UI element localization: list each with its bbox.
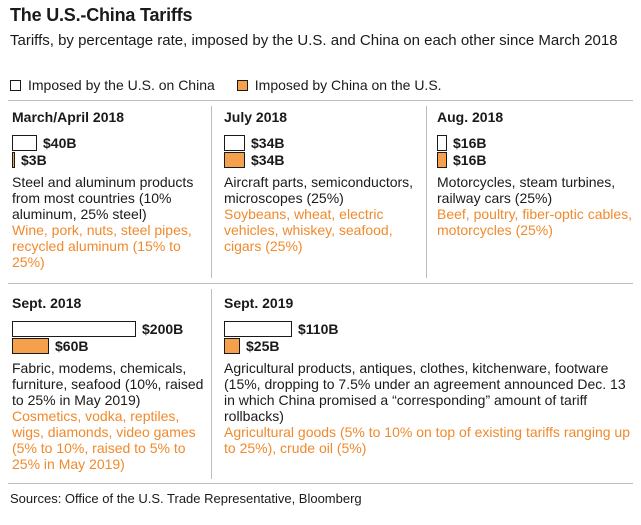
source-note: Sources: Office of the U.S. Trade Repres… bbox=[10, 491, 362, 506]
bar-label-us: $110B bbox=[298, 320, 339, 337]
legend-label-us: Imposed by the U.S. on China bbox=[28, 77, 215, 93]
legend: Imposed by the U.S. on China Imposed by … bbox=[10, 77, 464, 93]
divider-vertical-2 bbox=[426, 106, 427, 278]
legend-swatch-china bbox=[236, 79, 248, 91]
china-tariff-description: Agricultural goods (5% to 10% on top of … bbox=[224, 424, 630, 456]
bar-china bbox=[12, 151, 15, 168]
divider-bottom bbox=[8, 483, 633, 484]
divider-middle bbox=[8, 283, 633, 284]
chart-subtitle: Tariffs, by percentage rate, imposed by … bbox=[10, 32, 618, 49]
bar-label-us: $16B bbox=[453, 134, 487, 151]
bar-label-china: $25B bbox=[246, 337, 280, 354]
panel-bars: $40B $3B bbox=[12, 134, 208, 168]
panel-date: March/April 2018 bbox=[12, 109, 125, 125]
bar-label-china: $60B bbox=[55, 337, 89, 354]
bar-label-china: $3B bbox=[21, 151, 47, 168]
divider-vertical-3 bbox=[211, 289, 212, 479]
us-tariff-description: Steel and aluminum products from most co… bbox=[12, 174, 194, 222]
us-tariff-description: Aircraft parts, semiconductors, microsco… bbox=[224, 174, 414, 206]
bar-us bbox=[437, 134, 447, 151]
panel-march-april-2018: March/April 2018 $40B $3B Steel and alum… bbox=[12, 109, 208, 270]
bar-us bbox=[224, 134, 245, 151]
panel-bars: $110B $25B bbox=[224, 320, 634, 354]
bar-row-us: $34B bbox=[224, 134, 420, 151]
bar-row-us: $200B bbox=[12, 320, 208, 337]
china-tariff-description: Soybeans, wheat, electric vehicles, whis… bbox=[224, 206, 393, 254]
legend-item-us: Imposed by the U.S. on China bbox=[10, 77, 215, 93]
panel-sept-2019: Sept. 2019 $110B $25B Agricultural produ… bbox=[224, 295, 634, 456]
chart-title: The U.S.-China Tariffs bbox=[10, 5, 193, 25]
bar-label-china: $34B bbox=[251, 151, 285, 168]
us-tariff-description: Fabric, modems, chemicals, furniture, se… bbox=[12, 360, 204, 408]
bar-label-us: $34B bbox=[251, 134, 285, 151]
bar-china bbox=[224, 337, 240, 354]
panel-date: Sept. 2019 bbox=[224, 295, 294, 311]
divider-vertical-1 bbox=[211, 106, 212, 278]
panel-bars: $200B $60B bbox=[12, 320, 208, 354]
china-tariff-description: Wine, pork, nuts, steel pipes, recycled … bbox=[12, 222, 192, 270]
bar-row-china: $25B bbox=[224, 337, 634, 354]
us-tariff-description: Agricultural products, antiques, clothes… bbox=[224, 360, 626, 424]
bar-china bbox=[437, 151, 447, 168]
bar-row-us: $16B bbox=[437, 134, 635, 151]
panel-sept-2018: Sept. 2018 $200B $60B Fabric, modems, ch… bbox=[12, 295, 208, 472]
bar-us bbox=[12, 320, 136, 337]
china-tariff-description: Cosmetics, vodka, reptiles, wigs, diamon… bbox=[12, 408, 196, 472]
divider-top bbox=[8, 100, 633, 101]
bar-us bbox=[12, 134, 37, 151]
panel-date: Aug. 2018 bbox=[437, 109, 504, 125]
bar-row-china: $3B bbox=[12, 151, 208, 168]
bar-row-us: $40B bbox=[12, 134, 208, 151]
bar-label-us: $200B bbox=[142, 320, 184, 337]
panel-july-2018: July 2018 $34B $34B Aircraft parts, semi… bbox=[224, 109, 420, 254]
us-tariff-description: Motorcycles, steam turbines, railway car… bbox=[437, 174, 616, 206]
panel-bars: $34B $34B bbox=[224, 134, 420, 168]
panel-date: July 2018 bbox=[224, 109, 288, 125]
panel-aug-2018: Aug. 2018 $16B $16B Motorcycles, steam t… bbox=[437, 109, 635, 238]
legend-item-china: Imposed by China on the U.S. bbox=[236, 77, 442, 93]
bar-row-china: $16B bbox=[437, 151, 635, 168]
bar-china bbox=[224, 151, 245, 168]
legend-swatch-us bbox=[10, 79, 21, 91]
bar-row-us: $110B bbox=[224, 320, 634, 337]
panel-bars: $16B $16B bbox=[437, 134, 635, 168]
bar-row-china: $34B bbox=[224, 151, 420, 168]
bar-us bbox=[224, 320, 292, 337]
bar-row-china: $60B bbox=[12, 337, 208, 354]
legend-label-china: Imposed by China on the U.S. bbox=[254, 77, 442, 93]
bar-label-us: $40B bbox=[43, 134, 77, 151]
bar-china bbox=[12, 337, 49, 354]
panel-date: Sept. 2018 bbox=[12, 295, 82, 311]
china-tariff-description: Beef, poultry, fiber-optic cables, motor… bbox=[437, 206, 633, 238]
bar-label-china: $16B bbox=[453, 151, 487, 168]
